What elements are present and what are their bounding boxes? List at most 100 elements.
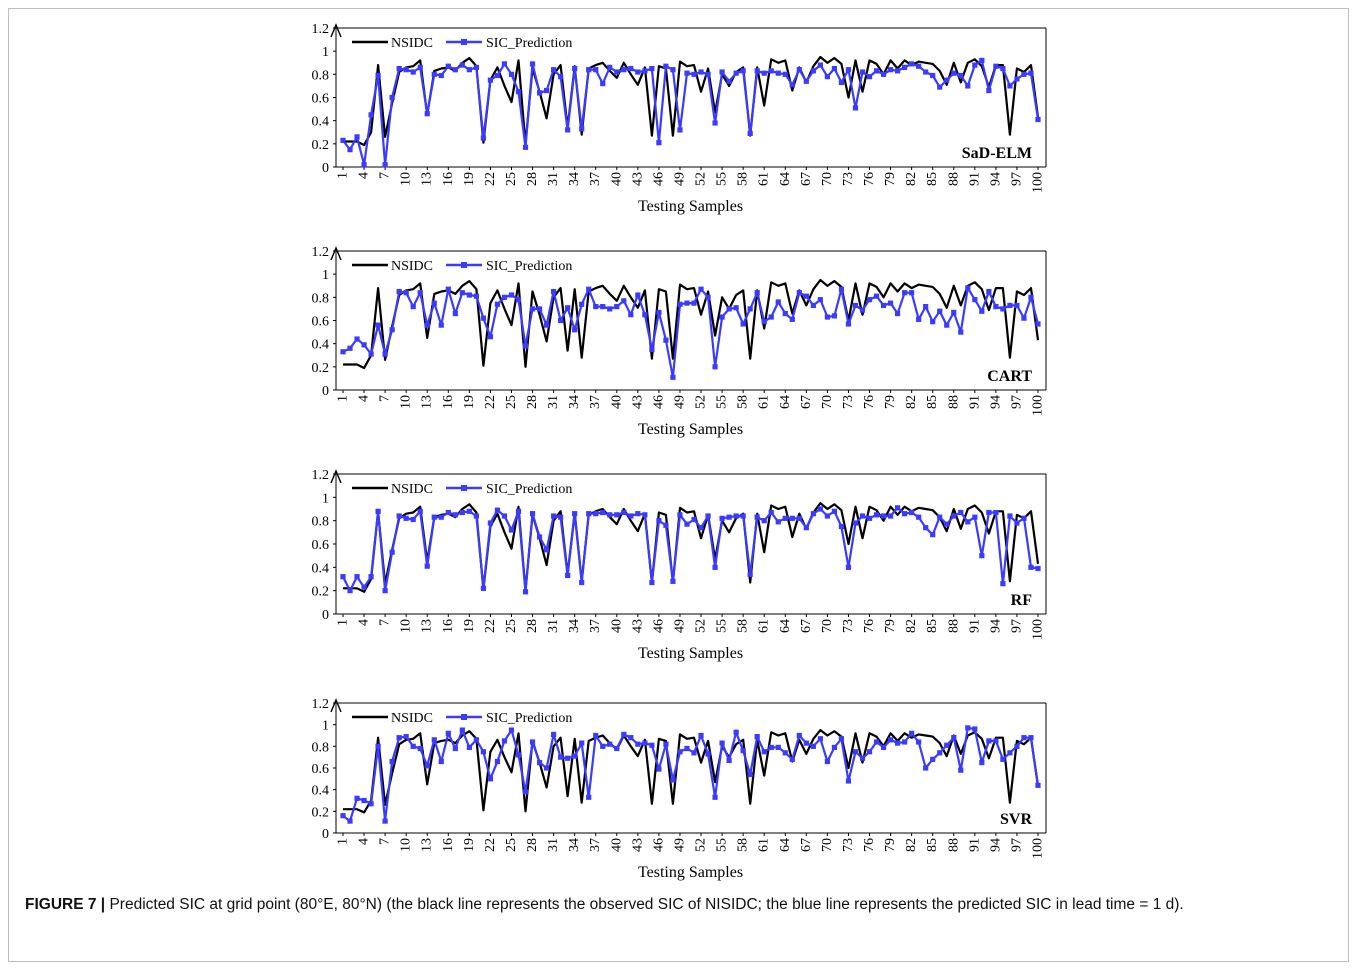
data-point — [543, 322, 550, 328]
x-tick-label: 91 — [967, 172, 982, 186]
data-point — [529, 739, 536, 745]
x-tick-label: 82 — [904, 619, 919, 633]
legend-label-nsidc: NSIDC — [391, 259, 433, 274]
data-point — [937, 84, 943, 90]
data-point — [438, 72, 444, 79]
x-tick-label: 34 — [567, 619, 582, 633]
data-point — [663, 522, 669, 528]
y-axis-arrow — [330, 469, 342, 484]
x-tick-label: 13 — [420, 619, 435, 633]
data-point — [677, 512, 683, 518]
data-point — [909, 730, 915, 736]
data-point — [803, 78, 809, 84]
data-point — [1028, 735, 1034, 741]
x-tick-label: 100 — [1031, 838, 1046, 859]
data-point — [361, 342, 367, 348]
data-point — [593, 511, 599, 517]
x-tick-label: 70 — [820, 619, 835, 633]
data-point — [951, 513, 957, 519]
x-tick-label: 67 — [799, 395, 814, 409]
data-point — [614, 69, 620, 75]
data-point — [586, 67, 592, 73]
data-point — [508, 71, 515, 77]
y-tick-label: 0.4 — [312, 561, 330, 576]
data-point — [354, 336, 360, 342]
data-point — [1007, 83, 1013, 89]
x-axis-title: Testing Samples — [638, 198, 743, 215]
data-point — [1014, 743, 1020, 749]
x-tick-label: 43 — [630, 619, 645, 633]
data-point — [614, 304, 620, 310]
x-tick-label: 70 — [820, 172, 835, 186]
data-point — [572, 511, 578, 517]
data-point — [930, 756, 936, 762]
data-point — [958, 509, 964, 516]
data-point — [789, 82, 795, 88]
data-point — [494, 758, 501, 765]
model-label: SaD-ELM — [962, 145, 1032, 162]
series-line — [342, 287, 1040, 379]
data-point — [501, 61, 508, 67]
data-point — [824, 314, 830, 320]
data-point — [347, 147, 353, 153]
data-point — [375, 508, 381, 514]
data-point — [894, 310, 901, 317]
series-line — [342, 506, 1039, 593]
data-point — [600, 304, 606, 310]
y-tick-label: 1 — [322, 45, 329, 60]
data-point — [887, 513, 894, 519]
data-point — [572, 753, 578, 759]
x-tick-label: 64 — [778, 172, 793, 186]
data-point — [607, 64, 613, 70]
data-point — [536, 90, 543, 96]
legend-label-prediction: SIC_Prediction — [486, 482, 572, 497]
data-point — [438, 758, 444, 765]
y-axis-arrow — [330, 246, 342, 261]
data-point — [558, 754, 564, 760]
y-axis-arrow — [330, 698, 342, 713]
data-point — [600, 81, 606, 87]
data-point — [965, 725, 971, 731]
x-tick-label: 22 — [483, 395, 498, 409]
data-point — [487, 520, 494, 526]
data-point — [859, 513, 866, 519]
data-point — [887, 67, 894, 73]
x-tick-label: 61 — [757, 395, 772, 409]
y-tick-label: 0.4 — [312, 115, 330, 130]
data-point — [887, 737, 894, 743]
data-point — [972, 297, 978, 303]
data-point — [916, 514, 922, 520]
data-point — [445, 286, 451, 292]
y-tick-label: 0.4 — [312, 784, 330, 799]
data-point — [930, 319, 936, 325]
x-tick-label: 37 — [588, 172, 603, 186]
x-tick-label: 97 — [1009, 172, 1024, 186]
data-point — [993, 509, 999, 516]
data-point — [747, 571, 753, 577]
legend-label-nsidc: NSIDC — [391, 36, 433, 51]
data-point — [761, 518, 767, 524]
data-point — [684, 70, 690, 76]
data-point — [670, 67, 676, 73]
x-tick-label: 1 — [336, 172, 351, 179]
data-point — [923, 69, 929, 75]
x-tick-label: 25 — [504, 395, 519, 409]
data-point — [543, 765, 550, 771]
data-point — [740, 513, 746, 519]
data-point — [852, 749, 859, 755]
x-tick-label: 85 — [925, 619, 940, 633]
data-point — [663, 337, 669, 343]
x-tick-label: 22 — [483, 619, 498, 633]
data-point — [361, 797, 367, 804]
data-point — [558, 317, 564, 324]
data-point — [803, 293, 809, 299]
x-tick-label: 100 — [1031, 619, 1046, 640]
data-point — [1035, 116, 1041, 123]
x-tick-label: 70 — [820, 395, 835, 409]
x-tick-label: 70 — [820, 838, 835, 852]
data-point — [810, 302, 816, 309]
x-tick-label: 79 — [883, 619, 898, 633]
x-tick-label: 31 — [546, 838, 561, 852]
series-sic-prediction — [340, 725, 1041, 824]
legend-label-prediction: SIC_Prediction — [486, 711, 572, 726]
